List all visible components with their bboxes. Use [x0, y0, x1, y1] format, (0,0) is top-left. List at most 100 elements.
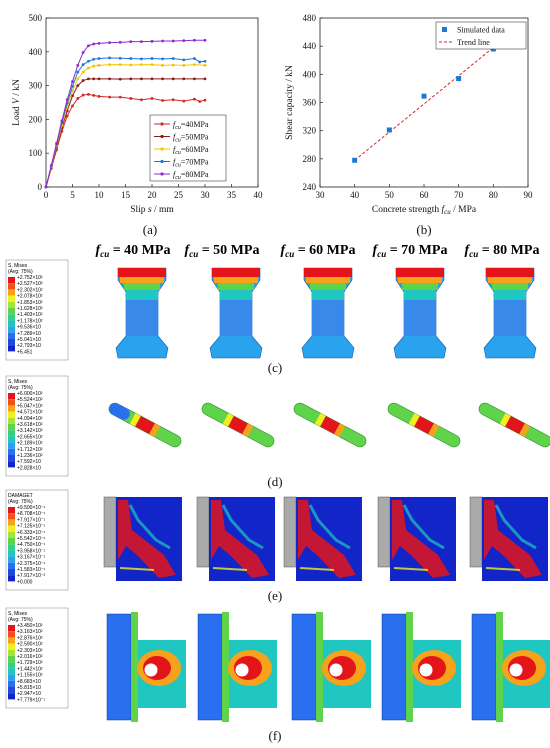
data-point: [81, 79, 85, 82]
hole: [509, 663, 523, 677]
colorbar-value: +1.178×10²: [17, 318, 43, 324]
colorbar-swatch: [8, 455, 15, 462]
colorbar-value: +3.167×10⁻¹: [17, 555, 46, 561]
data-point: [171, 39, 175, 43]
x-axis-label: Concrete strength fcu / MPa: [372, 204, 477, 216]
data-point: [171, 98, 175, 102]
colorbar-swatch: [8, 637, 15, 644]
colorbar-swatch: [8, 631, 15, 638]
data-point: [182, 39, 186, 43]
data-point: [97, 95, 101, 98]
connector-model-f: [106, 612, 186, 722]
colorbar-value: +5.524×10²: [17, 397, 43, 403]
colorbar-subtitle: (Avg: 75%): [8, 617, 33, 623]
data-point: [71, 94, 74, 98]
colorbar-value: +3.163×10²: [17, 629, 43, 635]
colorbar-swatch: [8, 687, 15, 694]
data-point: [129, 57, 133, 60]
data-point: [76, 70, 80, 74]
data-point: [81, 63, 85, 67]
data-point: [108, 56, 111, 60]
colorbar-swatch: [8, 417, 15, 424]
colorbar-legend-d: [5, 375, 69, 477]
y-axis-label: Load V / kN: [12, 79, 22, 126]
colorbar-swatch: [8, 411, 15, 418]
colorbar-value: +4.571×10²: [17, 410, 43, 416]
data-point: [161, 39, 165, 43]
y-tick-label: 320: [303, 126, 317, 136]
colorbar-swatch: [8, 393, 15, 400]
bar-model-d: [387, 402, 461, 448]
colorbar-value: +9.500×10⁻¹: [17, 505, 46, 511]
panel-label-e: (e): [268, 588, 282, 603]
colorbar-value: +6.000×10²: [17, 391, 43, 397]
colorbar-swatch: [8, 507, 15, 514]
colorbar-value: +9.536×10: [17, 325, 41, 331]
y-tick-label: 300: [29, 81, 43, 91]
colorbar-value: +2.947×10: [17, 691, 41, 697]
colorbar-swatch: [8, 649, 15, 656]
data-point: [203, 63, 207, 67]
data-point: [92, 42, 96, 46]
x-tick-label: 80: [489, 190, 499, 200]
data-point: [81, 70, 85, 74]
colorbar-swatch: [8, 662, 15, 669]
data-point: [193, 38, 196, 42]
colorbar-value: +7.917×10⁻²: [17, 573, 46, 579]
colorbar-value: +8.683×10: [17, 679, 41, 685]
x-tick-label: 35: [227, 190, 237, 200]
x-tick-label: 10: [95, 190, 105, 200]
x-tick-label: 0: [44, 190, 49, 200]
colorbar-value: +6.333×10⁻¹: [17, 530, 46, 536]
colorbar-swatch: [8, 295, 15, 302]
x-tick-label: 30: [316, 190, 326, 200]
stud-model-c: [301, 267, 355, 359]
data-point: [97, 57, 101, 60]
y-tick-label: 500: [29, 13, 43, 23]
data-point: [108, 95, 111, 99]
data-point: [140, 40, 143, 44]
data-point: [81, 51, 85, 54]
data-point: [87, 92, 90, 96]
colorbar-swatch: [8, 513, 15, 520]
colorbar-title: S, Mises: [8, 611, 28, 617]
y-tick-label: 480: [303, 13, 317, 23]
colorbar-swatch: [8, 569, 15, 576]
colorbar-value: +3.618×10²: [17, 422, 43, 428]
colorbar-swatch: [8, 461, 15, 468]
colorbar-swatch: [8, 442, 15, 449]
data-point: [76, 97, 80, 100]
colorbar-swatch: [8, 301, 15, 308]
colorbar-value: +5.047×10²: [17, 403, 43, 409]
stud-model-c: [393, 267, 447, 359]
data-point: [161, 99, 165, 102]
legend-box: [435, 21, 527, 50]
data-point: [118, 95, 122, 99]
legend-label: fcu=50MPa: [173, 133, 209, 144]
panel-label-b: (b): [416, 222, 431, 237]
data-point: [118, 63, 122, 67]
connector-model-f: [381, 612, 461, 722]
x-tick-label: 50: [385, 190, 395, 200]
legend-label: fcu=40MPa: [173, 120, 209, 131]
colorbar-subtitle: (Avg: 75%): [8, 499, 33, 505]
colorbar-swatch: [8, 556, 15, 563]
data-point: [108, 77, 111, 81]
colorbar-value: +7.917×10⁻¹: [17, 517, 46, 523]
colorbar-value: +3.450×10²: [17, 623, 43, 629]
x-tick-label: 20: [148, 190, 158, 200]
colorbar-value: +4.094×10²: [17, 416, 43, 422]
panel-label-a: (a): [143, 222, 157, 237]
data-point: [81, 93, 85, 97]
data-point: [140, 77, 143, 81]
colorbar-swatch: [8, 320, 15, 327]
colorbar-swatch: [8, 332, 15, 339]
colorbar-title: S, Mises: [8, 263, 28, 269]
connector-model-f: [291, 612, 371, 722]
data-point: [182, 99, 186, 103]
data-point: [92, 77, 96, 81]
data-point: [44, 185, 48, 189]
colorbar-swatch: [8, 283, 15, 290]
data-point: [140, 98, 143, 102]
colorbar-swatch: [8, 525, 15, 532]
